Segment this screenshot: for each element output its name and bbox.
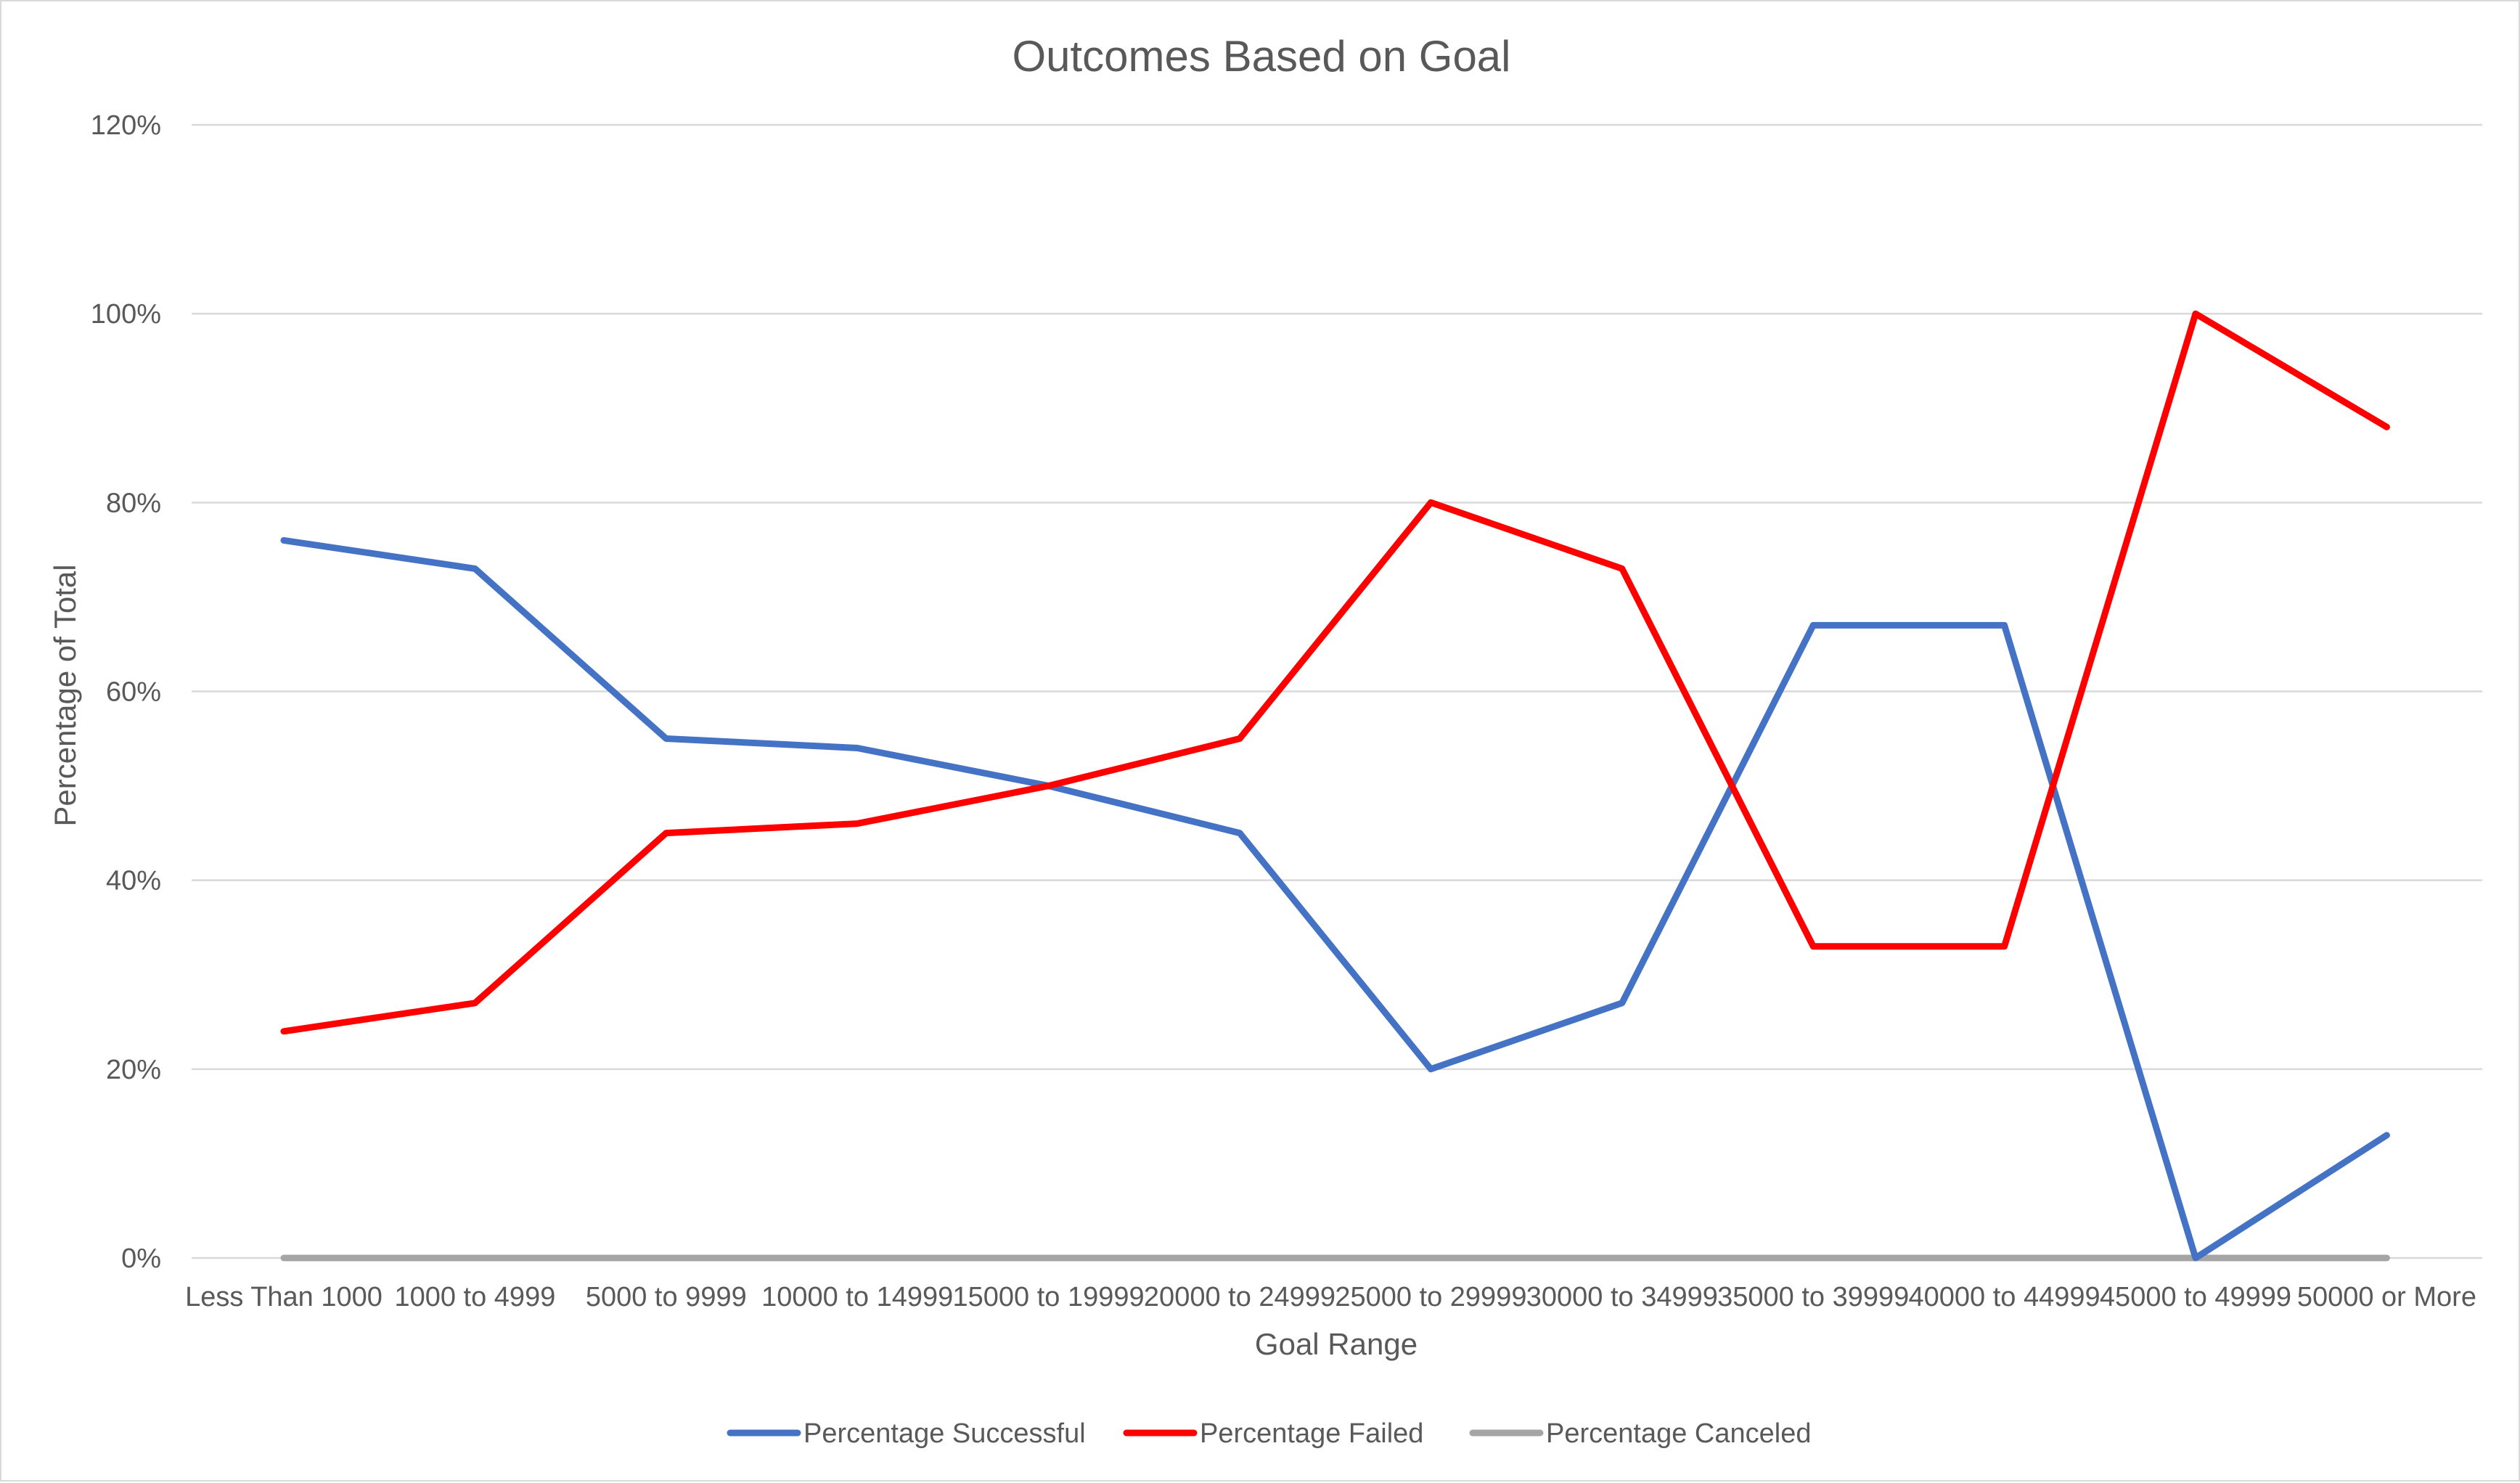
series-line-percentage-successful <box>280 536 2390 1262</box>
series-line-percentage-failed <box>280 310 2390 1035</box>
x-tick-label: 35000 to 39999 <box>1717 1282 1909 1312</box>
x-tick-label: 40000 to 44999 <box>1909 1282 2100 1312</box>
x-tick-label: 5000 to 9999 <box>586 1282 747 1312</box>
legend-label: Percentage Canceled <box>1546 1418 1811 1449</box>
y-tick-label: 80% <box>106 488 161 518</box>
legend-label: Percentage Successful <box>803 1418 1086 1449</box>
x-tick-label: 10000 to 14999 <box>761 1282 953 1312</box>
x-tick-label: 20000 to 24999 <box>1144 1282 1335 1312</box>
y-tick-label: 0% <box>121 1243 161 1274</box>
x-tick-label: 50000 or More <box>2297 1282 2476 1312</box>
gridlines <box>192 123 2482 1259</box>
x-tick-label: Less Than 1000 <box>185 1282 382 1312</box>
legend-label: Percentage Failed <box>1200 1418 1423 1449</box>
y-axis-title: Percentage of Total <box>48 564 82 826</box>
y-tick-label: 120% <box>91 110 161 141</box>
series-lines <box>280 310 2390 1262</box>
x-axis-ticks: Less Than 1000 1000 to 4999 5000 to 9999 10… <box>185 1282 2476 1312</box>
x-axis-title: Goal Range <box>1255 1327 1418 1361</box>
x-tick-label: 1000 to 4999 <box>394 1282 555 1312</box>
x-tick-label: 30000 to 34999 <box>1526 1282 1718 1312</box>
y-tick-label: 40% <box>106 866 161 896</box>
y-axis-ticks: 0% 20% 40% 60% 80% 100% 120% <box>91 110 161 1274</box>
x-tick-label: 45000 to 49999 <box>2100 1282 2291 1312</box>
x-tick-label: 15000 to 19999 <box>953 1282 1145 1312</box>
y-tick-label: 100% <box>91 299 161 330</box>
x-tick-label: 25000 to 29999 <box>1335 1282 1526 1312</box>
y-tick-label: 60% <box>106 677 161 708</box>
chart-title: Outcomes Based on Goal <box>1012 32 1510 81</box>
y-tick-label: 20% <box>106 1055 161 1085</box>
legend: Percentage Successful Percentage Failed Pe… <box>727 1418 1811 1449</box>
